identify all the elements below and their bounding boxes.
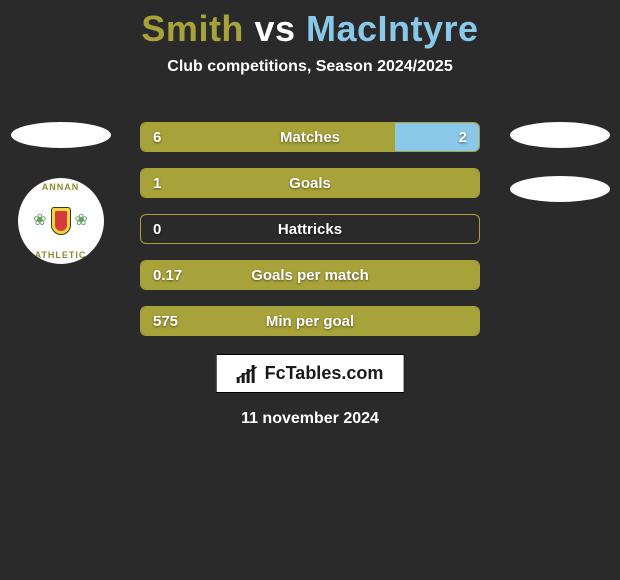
stat-bars: Matches62 Goals1 Hattricks0 Goals per match…	[140, 122, 480, 336]
crest-center: ❀ ❀	[33, 207, 88, 235]
date-label: 11 november 2024	[0, 410, 620, 428]
thistle-right-icon: ❀	[75, 213, 88, 229]
bar-fill-a	[141, 123, 395, 151]
title-player-a: Smith	[141, 8, 244, 49]
bar-value-a: 0	[153, 215, 161, 243]
club-crest-annan: ANNAN ❀ ❀ ATHLETIC	[18, 178, 104, 264]
left-side-column: ANNAN ❀ ❀ ATHLETIC	[8, 122, 113, 264]
stat-bar: Goals1	[140, 168, 480, 198]
shield-icon	[51, 207, 71, 235]
bar-fill-a	[141, 169, 479, 197]
bar-chart-icon	[237, 365, 259, 383]
stat-bar: Min per goal575	[140, 306, 480, 336]
stat-bar: Matches62	[140, 122, 480, 152]
bar-fill-b	[395, 123, 480, 151]
bar-fill-a	[141, 261, 479, 289]
crest-top-text: ANNAN	[18, 182, 104, 192]
crest-bottom-text: ATHLETIC	[18, 250, 104, 260]
title-vs: vs	[244, 8, 306, 49]
stat-bar: Hattricks0	[140, 214, 480, 244]
bar-label: Hattricks	[141, 215, 479, 243]
club-b-placeholder-ellipse	[510, 176, 610, 202]
brand-label: FcTables.com	[265, 363, 384, 384]
page-title: Smith vs MacIntyre	[0, 0, 620, 50]
stat-bar: Goals per match0.17	[140, 260, 480, 290]
player-a-placeholder-ellipse	[11, 122, 111, 148]
title-player-b: MacIntyre	[306, 8, 479, 49]
bar-fill-a	[141, 307, 479, 335]
right-side-column	[507, 122, 612, 202]
brand-box[interactable]: FcTables.com	[216, 354, 405, 393]
player-b-placeholder-ellipse	[510, 122, 610, 148]
thistle-left-icon: ❀	[33, 213, 46, 229]
subtitle: Club competitions, Season 2024/2025	[0, 58, 620, 76]
